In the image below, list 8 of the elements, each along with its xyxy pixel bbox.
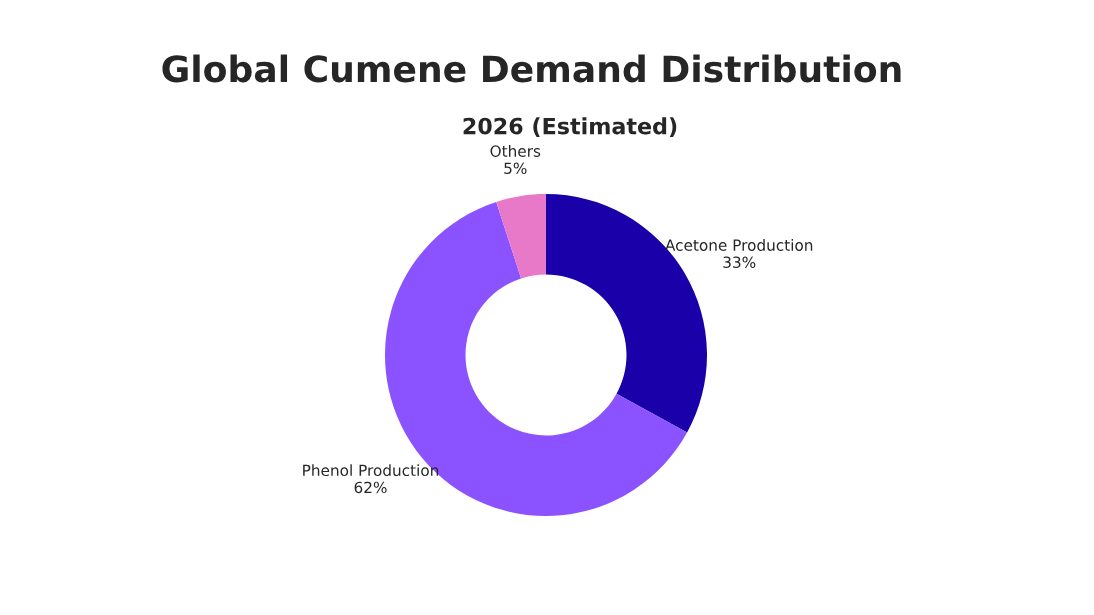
slice-label: Acetone Production xyxy=(665,239,813,251)
data-label: 62% xyxy=(354,481,387,494)
slice-label: Others xyxy=(490,145,541,157)
chart-title: Global Cumene Demand Distribution xyxy=(162,54,901,83)
donut-slice xyxy=(496,194,546,279)
data-label: 33% xyxy=(723,256,756,268)
chart-subtitle: 2026 (Estimated) xyxy=(463,117,677,138)
data-label: 5% xyxy=(504,162,527,174)
